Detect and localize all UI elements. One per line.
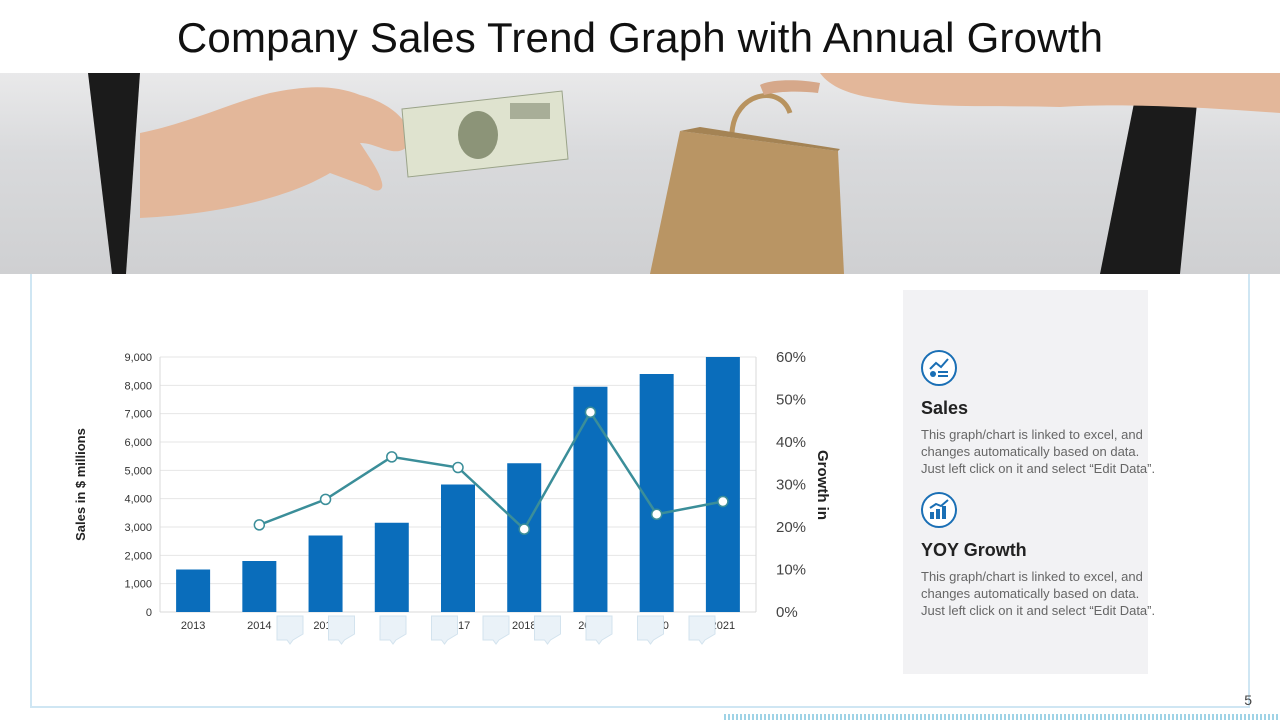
sales-chart-icon — [921, 350, 957, 386]
sales-description: This graph/chart is linked to excel, and… — [921, 427, 1156, 476]
y2-tick-label: 60% — [776, 349, 806, 366]
y-tick-label: 3,000 — [124, 522, 152, 534]
y-tick-label: 6,000 — [124, 437, 152, 449]
growth-point — [253, 519, 266, 531]
y2-tick-label: 20% — [776, 519, 806, 536]
y2-axis-title: Growth in — [814, 450, 831, 520]
y2-tick-label: 10% — [776, 562, 806, 579]
yoy-heading: YOY Growth — [921, 540, 1027, 560]
axis-tag-marker — [585, 615, 613, 645]
y-tick-label: 8,000 — [124, 380, 152, 392]
growth-point — [386, 451, 398, 463]
growth-line — [258, 409, 724, 532]
info-panel: Sales This graph/chart is linked to exce… — [903, 290, 1155, 674]
growth-point — [717, 495, 729, 508]
axis-tag-marker — [379, 615, 407, 645]
right-monitor-bezel — [1100, 73, 1200, 274]
yoy-description: This graph/chart is linked to excel, and… — [921, 569, 1156, 618]
axis-tag-marker — [637, 615, 664, 645]
bar — [176, 569, 211, 612]
dollar-bill-image — [401, 90, 569, 178]
growth-point — [584, 406, 597, 418]
shopping-bag-image — [650, 93, 844, 274]
page-number: 5 — [1244, 692, 1252, 708]
x-tick-label: 2018 — [512, 620, 536, 632]
axis-tag-marker — [534, 615, 561, 645]
axis-tag-marker — [688, 615, 716, 645]
y-axis-title: Sales in $ millions — [73, 428, 88, 541]
y-tick-label: 7,000 — [124, 409, 152, 421]
y2-tick-label: 50% — [776, 392, 806, 409]
x-tick-label: 2013 — [181, 620, 205, 632]
content-frame — [30, 274, 1250, 708]
y-tick-label: 4,000 — [124, 494, 152, 506]
y2-tick-label: 30% — [776, 477, 806, 494]
bar — [639, 374, 674, 612]
bar — [441, 484, 475, 612]
bar — [507, 463, 542, 612]
x-tick-label: 2021 — [711, 620, 735, 632]
x-tick-label: 2014 — [247, 620, 271, 632]
right-hand — [820, 73, 1280, 113]
growth-point — [650, 508, 663, 520]
bar — [705, 357, 740, 612]
growth-bars-icon — [921, 492, 957, 528]
axis-tag-marker — [431, 615, 458, 645]
axis-tag-marker — [328, 615, 355, 645]
y-tick-label: 5,000 — [124, 465, 152, 477]
footer-stripe — [724, 714, 1280, 720]
y-tick-label: 0 — [146, 607, 152, 619]
left-hand — [140, 87, 411, 218]
left-monitor-bezel — [88, 73, 140, 274]
bar — [573, 386, 608, 612]
growth-point — [319, 493, 332, 506]
y-tick-label: 2,000 — [124, 550, 152, 562]
sales-heading: Sales — [921, 398, 969, 418]
growth-point — [518, 523, 530, 535]
bar — [308, 535, 343, 612]
axis-tag-marker — [276, 615, 304, 645]
y-tick-label: 1,000 — [124, 579, 152, 591]
bar — [374, 522, 409, 612]
y-tick-label: 9,000 — [124, 352, 152, 364]
bar — [242, 561, 277, 612]
slide-title: Company Sales Trend Graph with Annual Gr… — [176, 14, 1104, 61]
sales-growth-chart: 0 1,000 2,000 3,000 4,000 5,000 6,000 7,000 8,00… — [60, 330, 860, 650]
y2-tick-label: 40% — [776, 434, 806, 451]
axis-tag-marker — [482, 615, 510, 645]
banner-photo — [0, 73, 1280, 274]
growth-point — [452, 461, 464, 474]
y2-tick-label: 0% — [776, 604, 798, 621]
